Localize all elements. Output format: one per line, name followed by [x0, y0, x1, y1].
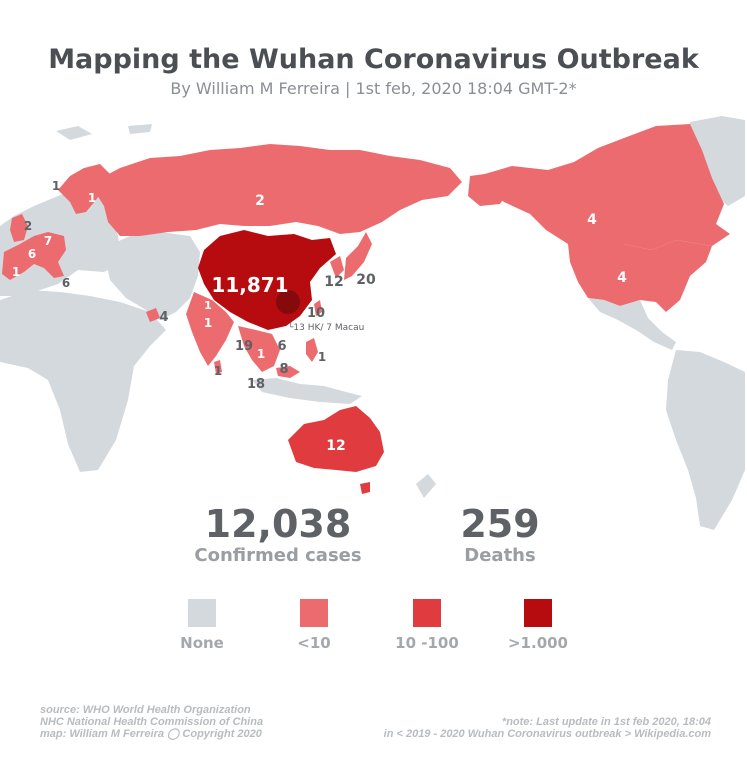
- label-france: 6: [28, 247, 36, 261]
- map-title: Mapping the Wuhan Coronavirus Outbreak: [48, 44, 699, 75]
- taiwan: [314, 300, 322, 316]
- footer-note: *note: Last update in 1st feb 2020, 18:0…: [384, 716, 711, 740]
- scandinavia: [58, 164, 110, 214]
- legend-swatch-10-100: [413, 599, 441, 627]
- label-sri-lanka: 1: [214, 364, 222, 378]
- footer-source-who: source: WHO World Health Organization: [40, 704, 251, 716]
- usa: [568, 240, 712, 312]
- label-vietnam: 6: [277, 339, 286, 354]
- legend-swatch-gt1000: [524, 599, 552, 627]
- label-sweden: 1: [52, 179, 60, 193]
- sri-lanka: [214, 360, 222, 374]
- legend-swatch-none: [188, 599, 216, 627]
- label-spain: 1: [12, 265, 20, 279]
- new-zealand: [416, 474, 436, 498]
- label-australia: 12: [326, 438, 345, 454]
- deaths-label: Deaths: [464, 545, 536, 566]
- footer-map-credit: map: William M Ferreira ◯ Copyright 2020: [40, 728, 262, 740]
- label-cambodia: 1: [257, 347, 265, 361]
- uk: [10, 214, 28, 242]
- label-hk-macau: └13 HK/ 7 Macau: [288, 321, 364, 333]
- footer-note-wikipedia: in < 2019 - 2020 Wuhan Coronavirus outbr…: [383, 728, 711, 740]
- australia: [288, 406, 384, 472]
- label-russia: 2: [255, 193, 265, 209]
- indonesia: [252, 378, 362, 404]
- western-europe: [2, 232, 66, 280]
- label-philippines: 1: [318, 350, 326, 364]
- legend-label-lt10: <10: [297, 634, 331, 652]
- label-nepal: 1: [204, 299, 212, 312]
- label-japan: 20: [356, 272, 376, 288]
- label-taiwan: 10: [307, 306, 325, 321]
- mexico: [588, 298, 676, 350]
- footer-source: source: WHO World Health Organization NH…: [40, 704, 263, 740]
- confirmed-cases-value: 12,038: [204, 502, 352, 546]
- label-malaysia: 8: [279, 362, 288, 377]
- legend-label-none: None: [180, 634, 224, 652]
- footer-note-update: *note: Last update in 1st feb 2020, 18:0…: [501, 716, 711, 728]
- label-canada: 4: [587, 212, 597, 228]
- uae: [146, 308, 160, 322]
- label-uae: 4: [159, 310, 168, 325]
- map-subtitle: By William M Ferreira | 1st feb, 2020 18…: [170, 79, 577, 98]
- confirmed-cases-label: Confirmed cases: [194, 545, 362, 566]
- india: [186, 292, 234, 366]
- footer-source-nhc: NHC National Health Commission of China: [40, 716, 264, 728]
- deaths-value: 259: [460, 502, 540, 546]
- label-finland: 1: [88, 191, 96, 205]
- label-uk: 2: [24, 219, 32, 233]
- greenland: [686, 116, 745, 206]
- south-america: [666, 350, 745, 530]
- southeast-asia: [238, 326, 280, 372]
- canada: [478, 124, 730, 250]
- label-singapore: 18: [247, 377, 265, 392]
- south-korea: [330, 256, 344, 278]
- alaska: [468, 172, 512, 206]
- arctic-islands: [56, 124, 152, 140]
- malaysia: [276, 366, 300, 378]
- legend-label-gt1000: >1.000: [507, 634, 568, 652]
- legend-label-10-100: 10 -100: [395, 634, 459, 652]
- label-china: 11,871: [211, 273, 288, 297]
- label-italy: 6: [62, 276, 70, 290]
- middle-east: [106, 232, 200, 320]
- label-usa: 4: [617, 270, 627, 286]
- legend-swatch-lt10: [300, 599, 328, 627]
- philippines: [306, 338, 318, 362]
- label-india: 1: [204, 316, 212, 330]
- russia: [90, 144, 462, 236]
- label-germany: 7: [44, 234, 52, 248]
- label-south-korea: 12: [324, 274, 343, 290]
- tasmania: [360, 482, 370, 494]
- wuhan-epicentre: [276, 290, 300, 314]
- africa: [0, 290, 166, 472]
- label-thailand: 19: [235, 339, 253, 354]
- china: [198, 230, 336, 330]
- japan: [344, 232, 372, 280]
